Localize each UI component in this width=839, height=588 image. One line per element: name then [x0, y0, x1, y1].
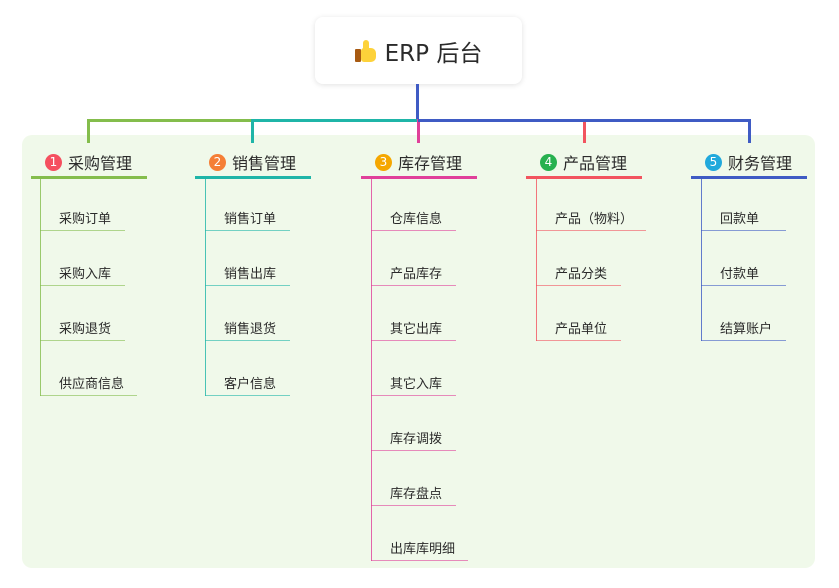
leaf-item[interactable]: 销售订单	[224, 212, 277, 227]
thumbs-up-icon	[354, 39, 377, 62]
leaf-item[interactable]: 销售出库	[224, 267, 277, 282]
leaf-item[interactable]: 仓库信息	[390, 212, 443, 227]
branch-header[interactable]: 4 产品管理	[540, 150, 627, 174]
leaf-item[interactable]: 其它出库	[390, 322, 443, 337]
leaf-item[interactable]: 采购订单	[59, 212, 112, 227]
leaf-underline	[40, 285, 125, 286]
branch-underline	[195, 176, 311, 179]
branch-stem	[583, 119, 586, 143]
branch-title: 销售管理	[232, 154, 297, 173]
leaf-item[interactable]: 产品库存	[390, 267, 443, 282]
branch-header[interactable]: 1 采购管理	[45, 150, 132, 174]
leaf-underline	[205, 285, 290, 286]
leaf-underline	[536, 230, 646, 231]
background-panel	[22, 135, 815, 568]
leaf-underline	[205, 395, 290, 396]
leaf-underline	[40, 340, 125, 341]
leaf-item[interactable]: 销售退货	[224, 322, 277, 337]
leaf-underline	[701, 285, 786, 286]
leaf-underline	[536, 340, 621, 341]
leaf-underline	[371, 340, 456, 341]
leaf-item[interactable]: 供应商信息	[59, 377, 125, 392]
branch-stem	[748, 119, 751, 143]
branch-underline	[691, 176, 807, 179]
number-badge: 3	[375, 153, 392, 171]
branch-header[interactable]: 2 销售管理	[209, 150, 296, 174]
branch-stem	[417, 119, 420, 143]
branch-connector	[252, 119, 420, 122]
leaf-underline	[371, 285, 456, 286]
branch-trunk	[371, 178, 372, 561]
number-badge: 2	[209, 153, 226, 171]
leaf-item[interactable]: 回款单	[720, 212, 760, 227]
leaf-underline	[205, 340, 290, 341]
leaf-underline	[371, 395, 456, 396]
branch-title: 库存管理	[398, 154, 463, 173]
branch-header[interactable]: 5 财务管理	[705, 150, 792, 174]
branch-connector	[418, 119, 751, 122]
leaf-item[interactable]: 客户信息	[224, 377, 277, 392]
leaf-item[interactable]: 其它入库	[390, 377, 443, 392]
number-badge: 4	[540, 153, 557, 171]
root-node[interactable]: ERP 后台	[315, 17, 522, 84]
leaf-underline	[536, 285, 621, 286]
leaf-item[interactable]: 结算账户	[720, 322, 773, 337]
leaf-underline	[371, 230, 456, 231]
branch-underline	[526, 176, 642, 179]
branch-title: 财务管理	[728, 154, 793, 173]
branch-title: 采购管理	[68, 154, 133, 173]
leaf-item[interactable]: 库存盘点	[390, 487, 443, 502]
branch-underline	[361, 176, 477, 179]
leaf-item[interactable]: 采购退货	[59, 322, 112, 337]
leaf-underline	[371, 450, 456, 451]
leaf-item[interactable]: 采购入库	[59, 267, 112, 282]
branch-trunk	[205, 178, 206, 396]
branch-stem	[251, 119, 254, 143]
leaf-item[interactable]: 产品分类	[555, 267, 608, 282]
branch-header[interactable]: 3 库存管理	[375, 150, 462, 174]
number-badge: 1	[45, 153, 62, 171]
branch-trunk	[536, 178, 537, 341]
leaf-underline	[40, 230, 125, 231]
branch-stem	[87, 119, 90, 143]
number-badge: 5	[705, 153, 722, 171]
leaf-underline	[371, 505, 456, 506]
branch-trunk	[40, 178, 41, 396]
root-connector	[416, 84, 419, 122]
branch-underline	[31, 176, 147, 179]
leaf-underline	[40, 395, 137, 396]
leaf-underline	[371, 560, 468, 561]
branch-title: 产品管理	[563, 154, 628, 173]
leaf-underline	[701, 230, 786, 231]
branch-trunk	[701, 178, 702, 341]
leaf-underline	[205, 230, 290, 231]
leaf-item[interactable]: 产品（物料）	[555, 212, 634, 227]
leaf-item[interactable]: 库存调拨	[390, 432, 443, 447]
leaf-underline	[701, 340, 786, 341]
leaf-item[interactable]: 付款单	[720, 267, 760, 282]
root-title: ERP 后台	[384, 40, 483, 67]
leaf-item[interactable]: 产品单位	[555, 322, 608, 337]
leaf-item[interactable]: 出库库明细	[390, 542, 456, 557]
